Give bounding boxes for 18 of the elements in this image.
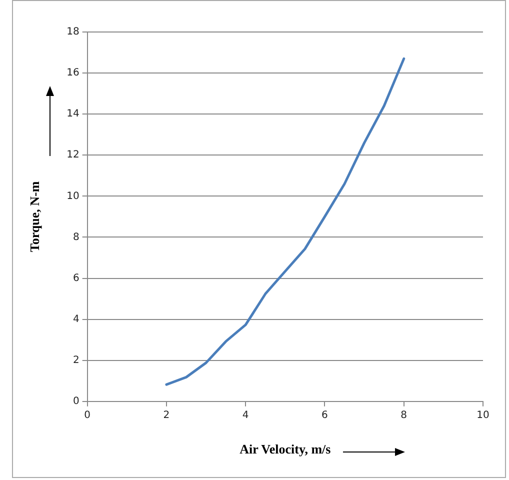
- x-tick-label: 2: [163, 410, 170, 421]
- y-tick-label: 8: [72, 232, 80, 243]
- y-tick-label: 12: [66, 150, 80, 161]
- x-axis-title: Air Velocity, m/s: [240, 442, 331, 457]
- x-tick-label: 0: [84, 410, 91, 421]
- y-axis-title: Torque, N-m: [27, 181, 42, 252]
- y-tick-label: 0: [72, 396, 80, 407]
- y-tick-label: 4: [72, 314, 80, 325]
- x-tick-label: 4: [242, 410, 249, 421]
- y-tick-label: 16: [66, 68, 80, 79]
- x-tick-label: 8: [400, 410, 408, 421]
- y-tick-label: 14: [66, 108, 80, 120]
- x-tick-label: 10: [476, 410, 490, 421]
- y-tick-label: 10: [66, 190, 80, 202]
- y-tick-label: 6: [72, 272, 80, 284]
- y-tick-label: 2: [72, 354, 80, 366]
- x-tick-label: 6: [322, 410, 328, 421]
- y-tick-label: 18: [66, 26, 80, 38]
